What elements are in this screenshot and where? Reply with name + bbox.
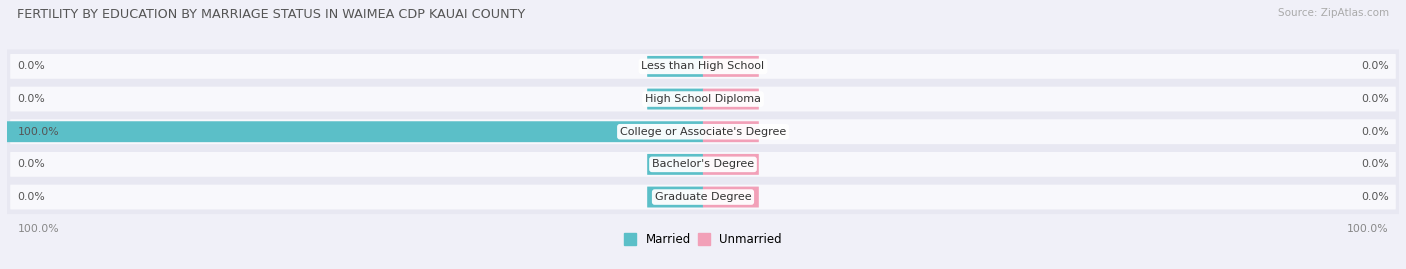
Text: High School Diploma: High School Diploma — [645, 94, 761, 104]
FancyBboxPatch shape — [10, 87, 1396, 111]
Text: FERTILITY BY EDUCATION BY MARRIAGE STATUS IN WAIMEA CDP KAUAI COUNTY: FERTILITY BY EDUCATION BY MARRIAGE STATU… — [17, 8, 524, 21]
FancyBboxPatch shape — [703, 154, 759, 175]
FancyBboxPatch shape — [703, 56, 759, 77]
Text: 0.0%: 0.0% — [1361, 159, 1389, 169]
Text: 0.0%: 0.0% — [17, 94, 45, 104]
FancyBboxPatch shape — [7, 180, 1399, 214]
FancyBboxPatch shape — [703, 89, 759, 109]
Text: College or Associate's Degree: College or Associate's Degree — [620, 127, 786, 137]
Text: 0.0%: 0.0% — [17, 61, 45, 71]
Text: Graduate Degree: Graduate Degree — [655, 192, 751, 202]
FancyBboxPatch shape — [703, 121, 759, 142]
FancyBboxPatch shape — [10, 152, 1396, 177]
Text: 0.0%: 0.0% — [1361, 192, 1389, 202]
Text: 0.0%: 0.0% — [1361, 61, 1389, 71]
Text: 100.0%: 100.0% — [17, 127, 59, 137]
Text: 100.0%: 100.0% — [17, 224, 59, 234]
Text: Source: ZipAtlas.com: Source: ZipAtlas.com — [1278, 8, 1389, 18]
FancyBboxPatch shape — [10, 54, 1396, 79]
FancyBboxPatch shape — [647, 56, 703, 77]
Text: 0.0%: 0.0% — [17, 192, 45, 202]
FancyBboxPatch shape — [7, 147, 1399, 181]
FancyBboxPatch shape — [10, 119, 1396, 144]
FancyBboxPatch shape — [647, 187, 703, 207]
Legend: Married, Unmarried: Married, Unmarried — [620, 229, 786, 251]
FancyBboxPatch shape — [7, 115, 1399, 149]
FancyBboxPatch shape — [647, 154, 703, 175]
Text: 0.0%: 0.0% — [17, 159, 45, 169]
Text: 0.0%: 0.0% — [1361, 94, 1389, 104]
FancyBboxPatch shape — [7, 121, 703, 142]
Text: 100.0%: 100.0% — [1347, 224, 1389, 234]
Text: Less than High School: Less than High School — [641, 61, 765, 71]
FancyBboxPatch shape — [7, 82, 1399, 116]
FancyBboxPatch shape — [647, 89, 703, 109]
Text: 0.0%: 0.0% — [1361, 127, 1389, 137]
FancyBboxPatch shape — [10, 185, 1396, 210]
FancyBboxPatch shape — [703, 187, 759, 207]
FancyBboxPatch shape — [7, 49, 1399, 83]
Text: Bachelor's Degree: Bachelor's Degree — [652, 159, 754, 169]
